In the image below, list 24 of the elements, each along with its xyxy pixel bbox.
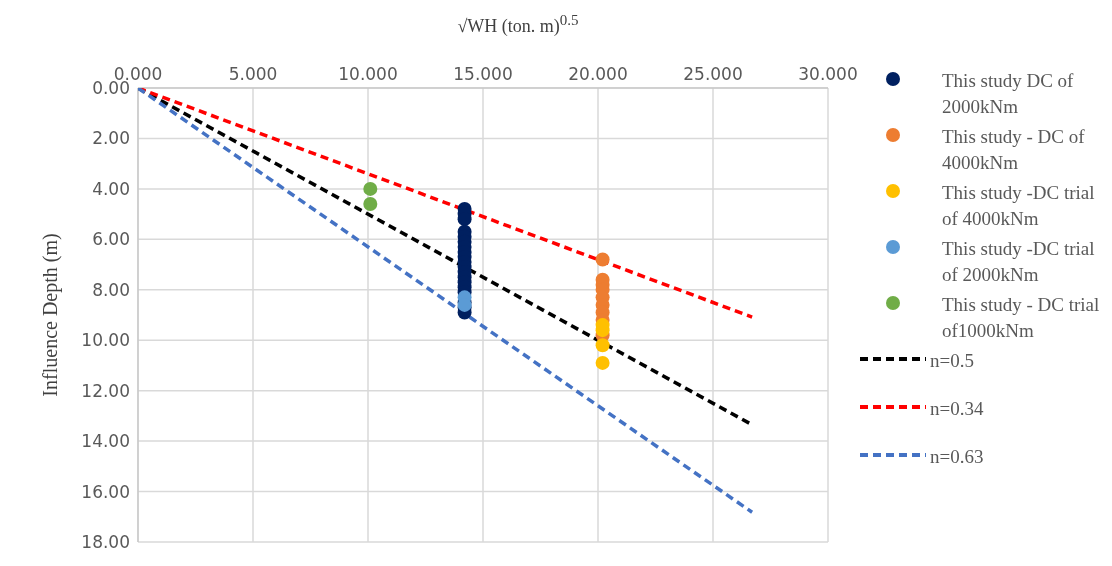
legend-label: n=0.5 xyxy=(930,349,974,373)
legend-label: This study DC of 2000kNm xyxy=(942,69,1075,119)
y-tick-label: 12.00 xyxy=(81,380,130,401)
y-tick-label: 2.00 xyxy=(92,128,130,149)
legend-label: This study -DC trial of 4000kNm xyxy=(942,181,1096,231)
y-tick-label: 18.00 xyxy=(81,532,130,553)
legend-label: This study -DC trial of 2000kNm xyxy=(942,237,1096,287)
y-tick-label: 8.00 xyxy=(92,279,130,300)
x-tick-label: 20.000 xyxy=(568,64,628,84)
x-tick-label: 10.000 xyxy=(338,64,398,84)
y-tick-label: 10.00 xyxy=(81,330,130,351)
x-axis-title: √WH (ton. m)$^{0.5}$ xyxy=(456,12,580,37)
x-tick-label: 5.000 xyxy=(228,64,278,84)
legend-label: n=0.63 xyxy=(930,445,984,469)
y-tick-label: 14.00 xyxy=(81,431,130,452)
x-tick-label: 15.000 xyxy=(453,64,513,84)
y-tick-label: 6.00 xyxy=(92,229,130,250)
x-tick-label: 30.000 xyxy=(798,64,858,84)
y-tick-label: 4.00 xyxy=(92,178,130,199)
legend-label: n=0.34 xyxy=(930,397,984,421)
x-tick-label: 25.000 xyxy=(683,64,743,84)
y-tick-label: 16.00 xyxy=(81,481,130,502)
legend-label: This study - DC of 4000kNm xyxy=(942,125,1086,175)
y-axis-title: Influence Depth (m) xyxy=(39,233,63,397)
